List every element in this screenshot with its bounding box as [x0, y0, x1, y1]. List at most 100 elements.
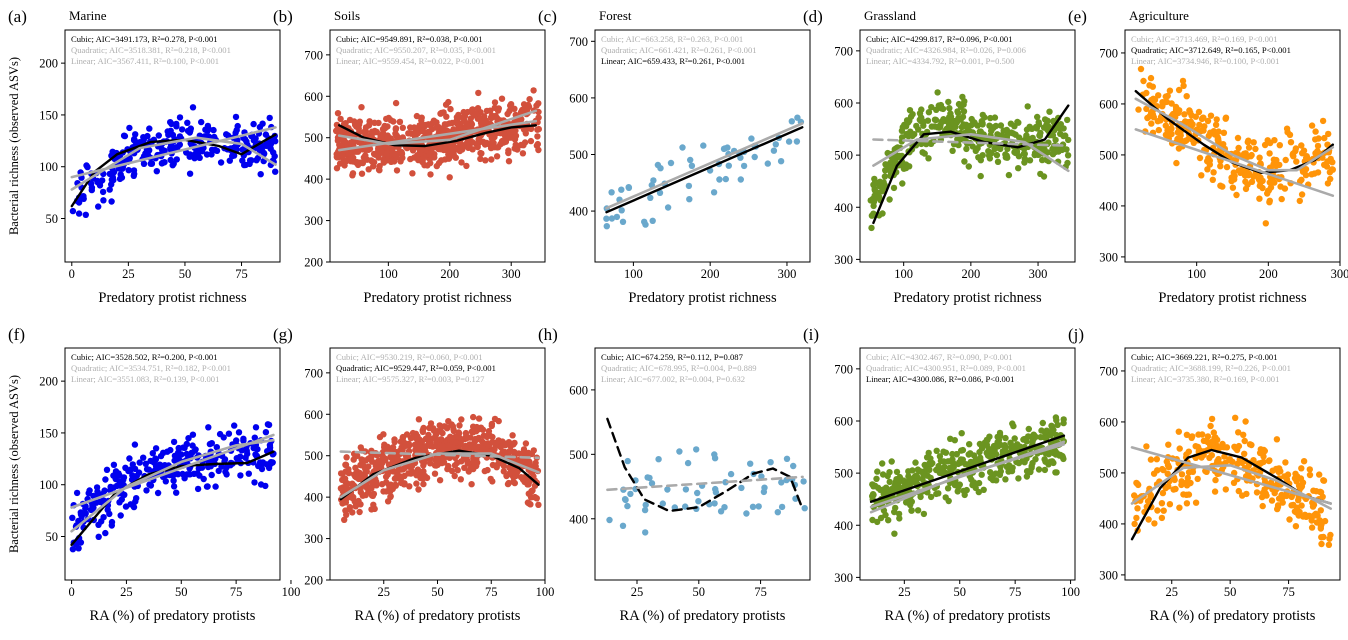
data-point [916, 116, 923, 124]
data-point [885, 517, 892, 524]
data-point [1166, 87, 1174, 94]
data-point [1308, 517, 1315, 524]
x-axis-label: Predatory protist richness [1158, 290, 1307, 306]
data-point [725, 162, 732, 169]
fit-curve-alt [70, 433, 275, 509]
panel-letter: (h) [538, 325, 558, 344]
data-point [116, 478, 123, 485]
data-point [945, 497, 952, 505]
x-axis-label: RA (%) of predatory protists [885, 608, 1051, 624]
scatter-points [867, 89, 1072, 232]
panel-j: (j) Cubic; AIC=3669.221, R²=0.275, P<0.00… [1068, 325, 1341, 624]
data-point [126, 455, 133, 462]
data-point [1160, 507, 1167, 514]
data-point [1183, 500, 1191, 507]
data-point [1045, 123, 1052, 130]
data-point [437, 436, 444, 443]
data-point [642, 529, 649, 536]
data-point [494, 107, 502, 114]
data-point [1042, 435, 1050, 442]
data-point [1008, 467, 1016, 475]
data-point [1282, 459, 1289, 466]
plot-frame [329, 29, 546, 263]
data-point [1023, 438, 1030, 445]
data-point [870, 210, 877, 217]
x-tick-label: 25 [1165, 585, 1178, 599]
data-point [413, 112, 421, 120]
data-point [659, 500, 666, 507]
data-point [918, 468, 925, 475]
x-axis-label: Predatory protist richness [628, 290, 777, 306]
data-point [393, 167, 401, 174]
data-point [1209, 176, 1217, 183]
data-point [1271, 489, 1278, 497]
data-point [468, 481, 475, 488]
x-tick-label: 25 [631, 585, 644, 599]
data-point [240, 437, 247, 444]
data-point [392, 125, 400, 132]
data-point [1199, 114, 1206, 122]
x-axis-label: Predatory protist richness [98, 290, 247, 306]
data-point [793, 138, 801, 145]
data-point [269, 459, 276, 466]
data-point [398, 148, 405, 156]
fit-curve-alt [1130, 464, 1332, 510]
data-point [512, 145, 520, 152]
data-point [1171, 476, 1178, 484]
data-point [431, 154, 438, 161]
data-point [1303, 513, 1310, 520]
x-tick-label: 25 [120, 585, 133, 599]
data-point [772, 141, 779, 148]
data-point [352, 470, 360, 477]
data-point [886, 196, 893, 203]
data-point [212, 146, 219, 154]
data-point [398, 479, 405, 487]
plot-frame [1124, 347, 1341, 581]
data-point [175, 449, 182, 456]
data-point [475, 415, 483, 422]
data-point [1223, 444, 1231, 451]
data-point [377, 132, 384, 140]
data-point [952, 123, 959, 130]
data-point [190, 470, 198, 477]
data-point [391, 436, 398, 443]
data-point [419, 121, 426, 128]
data-point [1009, 420, 1016, 427]
x-tick-label: 100 [379, 267, 398, 281]
data-point [353, 500, 360, 507]
data-point [1278, 195, 1285, 203]
data-point [488, 420, 496, 428]
data-point [1002, 434, 1009, 442]
data-point [233, 126, 240, 134]
data-point [1178, 481, 1185, 489]
data-point [1021, 459, 1028, 466]
data-point [110, 168, 118, 176]
model-stats: Linear; AIC=3734.946, R²=0.100, P<0.001 [1131, 56, 1279, 66]
data-point [517, 116, 525, 123]
data-point [1293, 158, 1300, 165]
data-point [1161, 99, 1169, 106]
data-point [1023, 473, 1031, 480]
data-point [143, 150, 150, 158]
data-point [994, 443, 1002, 450]
y-tick-label: 100 [39, 160, 58, 174]
model-stats: Linear; AIC=677.002, R²=0.004, P=0.632 [601, 374, 745, 384]
data-point [419, 428, 427, 436]
data-point [953, 451, 960, 458]
data-point [1026, 157, 1034, 164]
data-point [535, 100, 542, 107]
data-point [108, 198, 115, 205]
data-point [993, 144, 1001, 151]
data-point [122, 464, 129, 471]
data-point [448, 421, 455, 428]
data-point [230, 152, 238, 159]
data-point [511, 127, 518, 134]
data-point [251, 479, 258, 486]
data-point [777, 158, 785, 165]
x-tick-label: 75 [230, 585, 243, 599]
data-point [967, 122, 975, 129]
data-point [418, 114, 425, 121]
data-point [100, 197, 107, 204]
data-point [947, 435, 954, 442]
data-point [1028, 463, 1035, 470]
